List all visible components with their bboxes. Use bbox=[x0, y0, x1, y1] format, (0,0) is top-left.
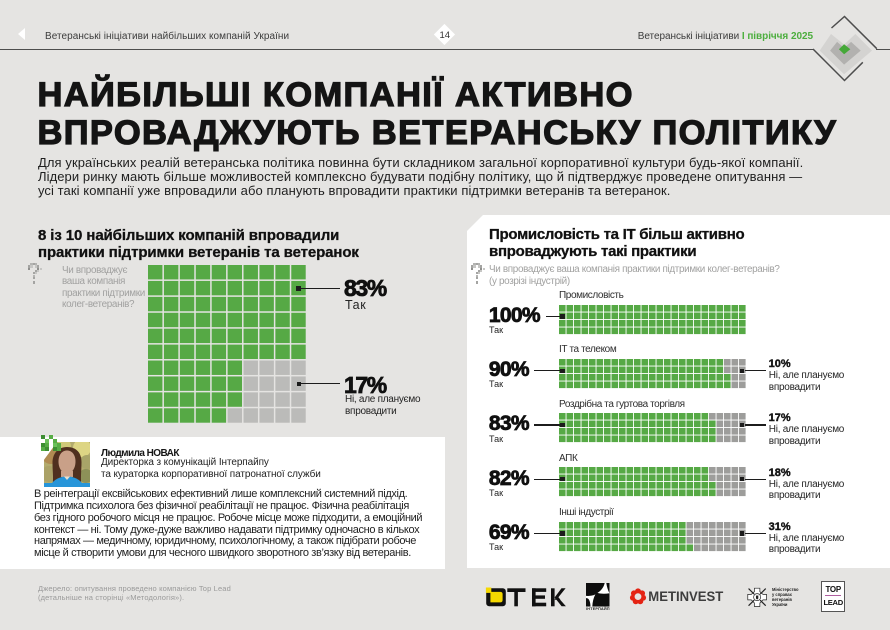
svg-text:України: України bbox=[772, 602, 788, 607]
svg-text:ІНТЕРПАЙП: ІНТЕРПАЙП bbox=[586, 606, 610, 610]
svg-text:ветеранів: ветеранів bbox=[772, 597, 792, 602]
svg-text:у справах: у справах bbox=[772, 592, 793, 597]
svg-text:METINVEST: METINVEST bbox=[648, 589, 724, 604]
svg-text:Міністерство: Міністерство bbox=[772, 587, 799, 592]
